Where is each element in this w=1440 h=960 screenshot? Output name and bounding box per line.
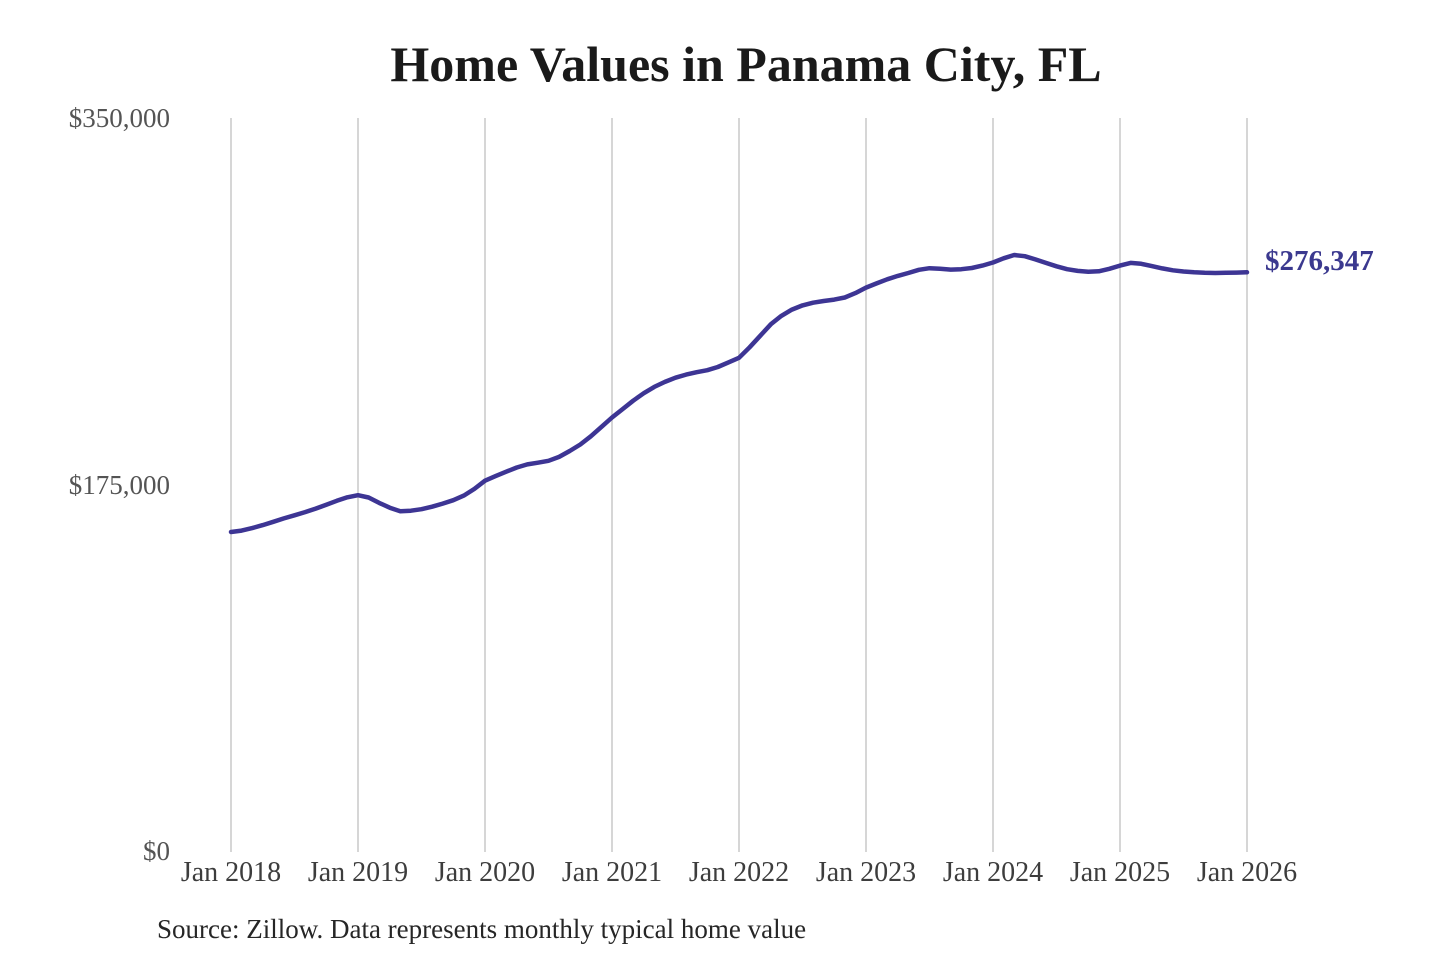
x-axis-tick-label: Jan 2021: [561, 857, 663, 888]
y-axis-tick-label: $0: [143, 836, 170, 866]
x-axis-tick-label: Jan 2025: [1069, 857, 1171, 888]
x-axis-tick-label: Jan 2018: [180, 857, 282, 888]
x-axis-tick-label: Jan 2023: [815, 857, 917, 888]
chart-title: Home Values in Panama City, FL: [390, 36, 1102, 92]
value-line: [228, 252, 1250, 535]
x-axis-tick-label: Jan 2024: [942, 857, 1044, 888]
source-note: Source: Zillow. Data represents monthly …: [157, 914, 807, 944]
x-axis-tick-label: Jan 2020: [434, 857, 536, 888]
y-axis-tick-label: $175,000: [68, 469, 170, 500]
gridlines: [230, 118, 1248, 852]
y-axis-tick-label: $350,000: [68, 103, 170, 133]
value-line-group: [228, 252, 1250, 535]
x-axis-tick-label: Jan 2019: [307, 857, 409, 888]
current-value-label: $276,347: [1265, 245, 1374, 277]
x-axis-tick-label: Jan 2022: [688, 857, 790, 888]
x-axis-tick-label: Jan 2026: [1196, 857, 1298, 888]
